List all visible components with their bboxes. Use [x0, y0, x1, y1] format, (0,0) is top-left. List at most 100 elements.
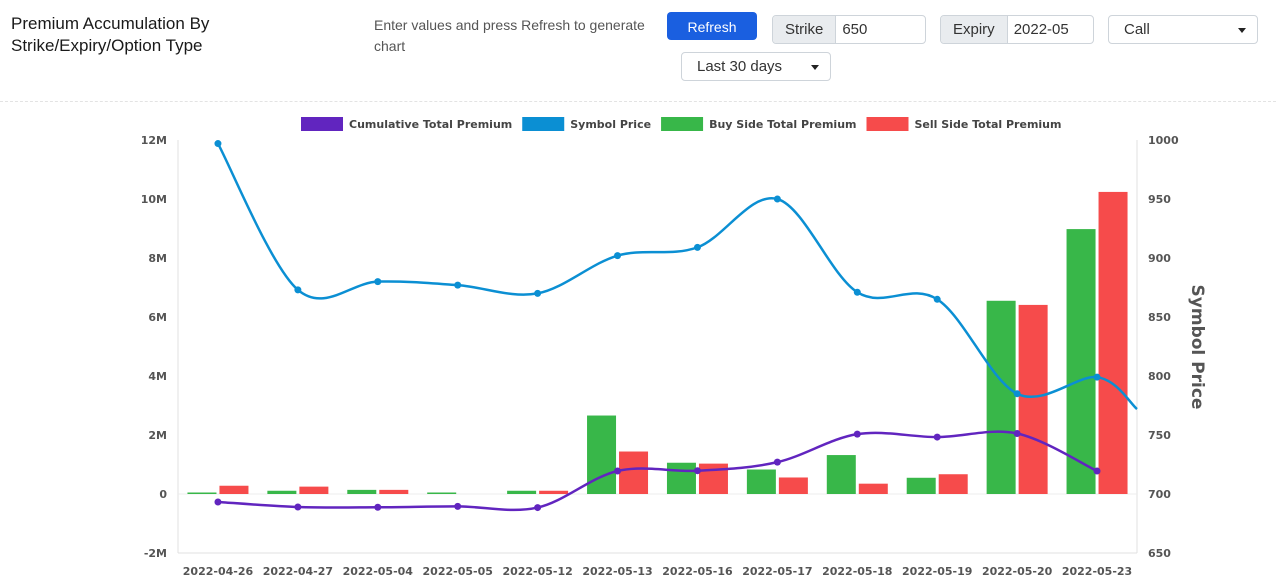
buy-side-bar [267, 490, 297, 494]
cumulative-total-premium-point [853, 430, 861, 438]
y2-axis-title: Symbol Price [1187, 285, 1207, 410]
expiry-input[interactable] [1007, 16, 1088, 43]
sell-side-bar [778, 477, 808, 494]
strike-input[interactable] [836, 16, 921, 43]
x-tick-label: 2022-05-05 [423, 565, 493, 578]
sell-side-bar [299, 486, 329, 494]
x-tick-label: 2022-05-13 [582, 565, 652, 578]
y-tick-label: 10M [141, 193, 167, 206]
buy-side-bar [986, 300, 1016, 494]
buy-side-bar [1066, 229, 1096, 494]
y-tick-label: 8M [148, 252, 167, 265]
symbol-price-point [214, 140, 222, 148]
period-value: Last 30 days [697, 58, 783, 75]
y2-tick-label: 700 [1148, 488, 1171, 501]
legend-swatch [661, 117, 704, 131]
symbol-price-point [853, 288, 861, 296]
y-tick-label: 2M [148, 429, 167, 442]
symbol-price-point [294, 286, 302, 294]
symbol-price-point [614, 252, 622, 260]
sell-side-bar [858, 483, 888, 494]
y2-tick-label: 650 [1148, 547, 1171, 560]
symbol-price-point [1013, 390, 1021, 398]
x-tick-label: 2022-05-23 [1062, 565, 1132, 578]
y2-tick-label: 1000 [1148, 134, 1179, 147]
refresh-button[interactable]: Refresh [667, 12, 757, 40]
buy-side-bar [507, 490, 537, 494]
sell-side-bar [219, 485, 249, 494]
y-tick-label: -2M [144, 547, 167, 560]
buy-side-bar [427, 492, 457, 494]
instruction-text: Enter values and press Refresh to genera… [374, 17, 645, 54]
header-divider [0, 101, 1276, 102]
cumulative-total-premium-point [1093, 467, 1101, 475]
legend-swatch [301, 117, 343, 131]
buy-side-bar [826, 455, 856, 494]
legend-label: Cumulative Total Premium [349, 118, 512, 131]
x-tick-label: 2022-05-16 [662, 565, 733, 578]
cumulative-total-premium-point [1013, 430, 1021, 438]
legend-label: Symbol Price [570, 118, 651, 131]
symbol-price-point [693, 243, 701, 251]
y2-tick-label: 800 [1148, 370, 1171, 383]
y2-tick-label: 900 [1148, 252, 1171, 265]
sell-side-bar [379, 489, 409, 494]
x-tick-label: 2022-05-04 [343, 565, 414, 578]
symbol-price-point [454, 281, 462, 289]
legend-swatch [866, 117, 909, 131]
y2-tick-label: 750 [1148, 429, 1171, 442]
y-tick-label: 6M [148, 311, 167, 324]
buy-side-bar [187, 492, 217, 494]
legend-label: Buy Side Total Premium [709, 118, 856, 131]
x-tick-label: 2022-05-18 [822, 565, 892, 578]
x-tick-label: 2022-05-20 [982, 565, 1053, 578]
cumulative-total-premium-point [374, 503, 382, 511]
cumulative-total-premium-point [454, 502, 462, 510]
cumulative-total-premium-point [933, 433, 941, 441]
symbol-price-point [534, 289, 542, 297]
cumulative-total-premium-point [693, 467, 701, 475]
option-type-value: Call [1124, 21, 1150, 38]
buy-side-bar [347, 489, 377, 494]
x-tick-label: 2022-05-12 [502, 565, 572, 578]
buy-side-bar [666, 462, 696, 494]
symbol-price-point [933, 295, 941, 303]
cumulative-total-premium-point [534, 504, 542, 512]
expiry-input-group: Expiry [940, 15, 1094, 44]
y-tick-label: 4M [148, 370, 167, 383]
sell-side-bar [619, 451, 649, 494]
buy-side-bar [906, 477, 936, 494]
cumulative-total-premium-line [217, 430, 1098, 512]
x-tick-label: 2022-04-27 [263, 565, 333, 578]
y2-tick-label: 850 [1148, 311, 1171, 324]
strike-label: Strike [773, 16, 837, 43]
y2-tick-label: 950 [1148, 193, 1171, 206]
page-title: Premium Accumulation By Strike/Expiry/Op… [11, 14, 210, 55]
strike-input-group: Strike [772, 15, 926, 44]
legend-label: Sell Side Total Premium [915, 118, 1062, 131]
buy-side-bar [746, 469, 776, 494]
chevron-down-icon [1238, 28, 1246, 33]
option-type-select[interactable]: Call [1108, 15, 1258, 44]
x-tick-label: 2022-04-26 [183, 565, 254, 578]
sell-side-bar [1018, 304, 1048, 494]
sell-side-bar [1098, 191, 1128, 495]
sell-side-bar [938, 474, 968, 494]
y-tick-label: 12M [141, 134, 167, 147]
sell-side-bar [539, 490, 569, 494]
cumulative-total-premium-point [773, 458, 781, 466]
symbol-price-point [1093, 373, 1101, 381]
period-select[interactable]: Last 30 days [681, 52, 831, 81]
cumulative-total-premium-point [614, 467, 622, 475]
symbol-price-point [773, 195, 781, 203]
expiry-label: Expiry [941, 16, 1008, 43]
chevron-down-icon [811, 65, 819, 70]
cumulative-total-premium-point [294, 503, 302, 511]
x-tick-label: 2022-05-17 [742, 565, 812, 578]
x-tick-label: 2022-05-19 [902, 565, 972, 578]
cumulative-total-premium-point [214, 498, 222, 506]
legend-swatch [522, 117, 565, 131]
y-tick-label: 0 [159, 488, 167, 501]
symbol-price-point [374, 278, 382, 286]
